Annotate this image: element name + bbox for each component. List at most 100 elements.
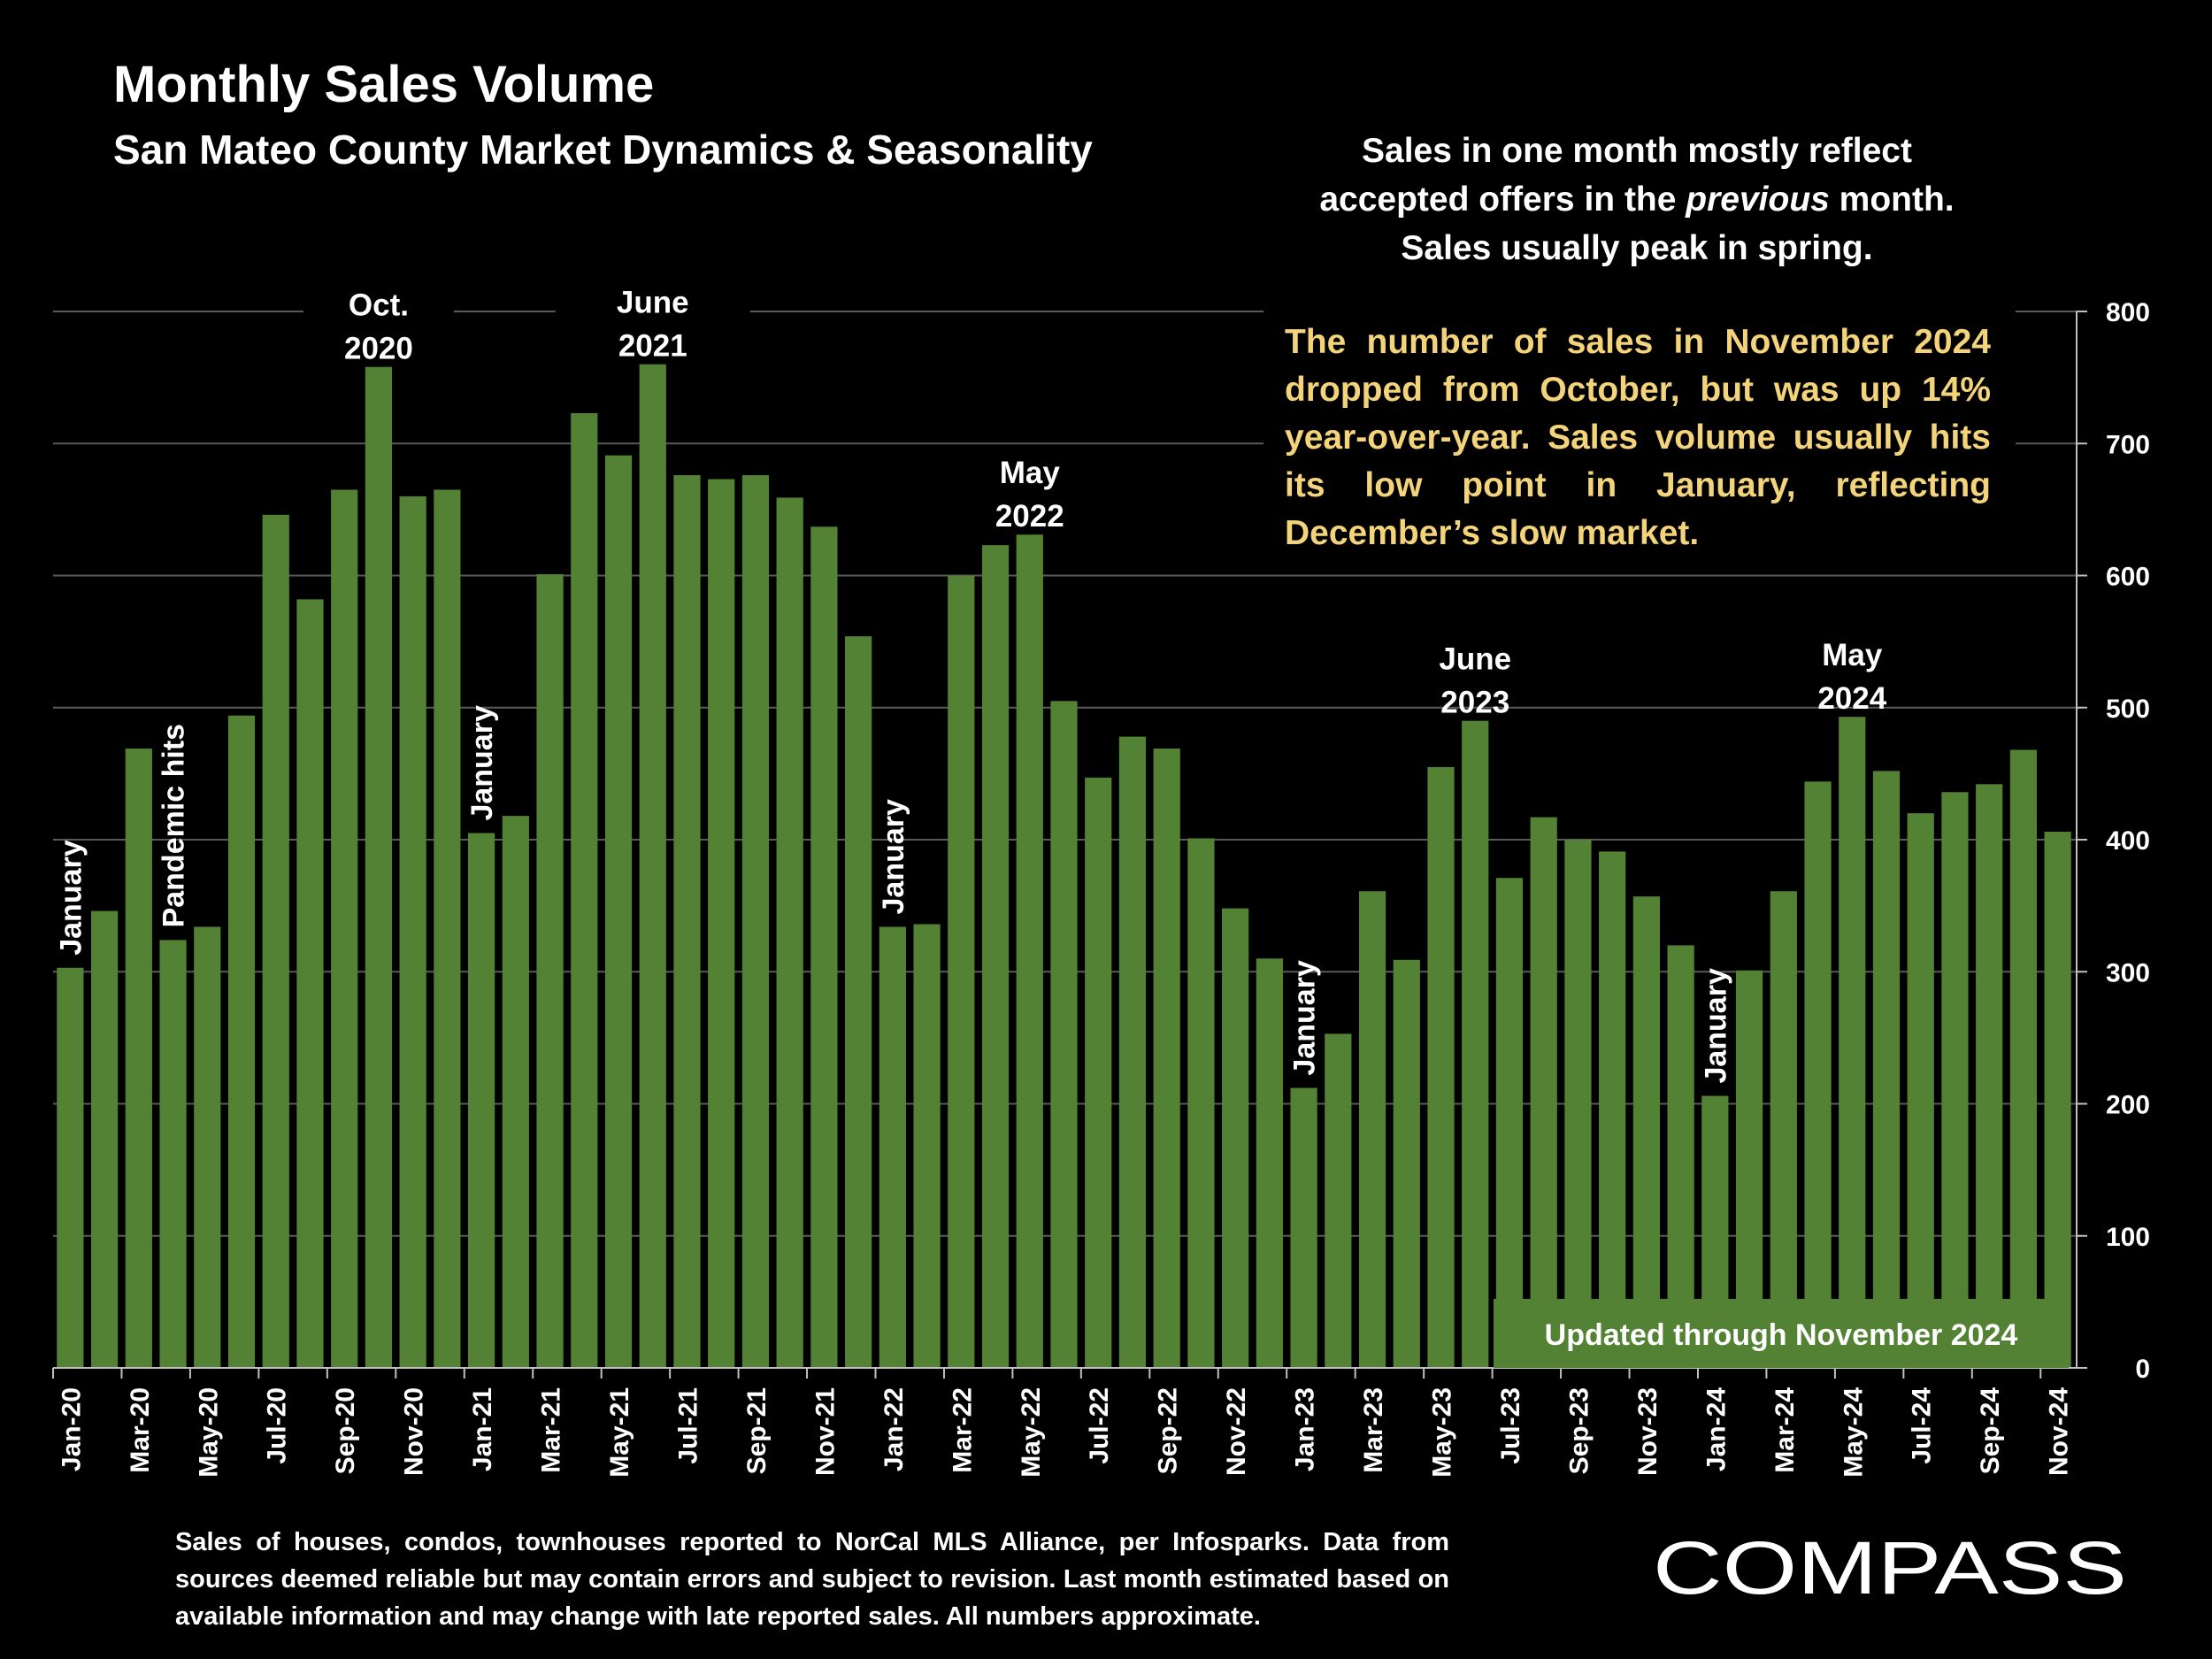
bar-May-21	[604, 455, 633, 1368]
x-tick-label: Jul-20	[263, 1387, 292, 1464]
y-tick-label: 500	[2106, 695, 2150, 724]
annotation-label: June 2021	[617, 286, 689, 364]
callout-backdrop	[1263, 301, 2016, 566]
note-line-2: accepted offers in the previous month.	[1221, 175, 2053, 224]
bar-Feb-21	[502, 816, 529, 1368]
bar-May-23	[1427, 766, 1455, 1368]
note-line-3: Sales usually peak in spring.	[1401, 229, 1873, 267]
y-tick-label: 700	[2106, 430, 2150, 459]
annotation-line: June	[1439, 642, 1511, 677]
y-tick-label: 800	[2106, 298, 2150, 327]
annotation-line: 2020	[344, 332, 413, 366]
x-tick-label: Sep-24	[1976, 1387, 2005, 1475]
x-tick-label: May-24	[1839, 1387, 1868, 1478]
y-tick-label: 0	[2135, 1355, 2150, 1384]
bar-Dec-23	[1667, 945, 1694, 1368]
bar-Dec-21	[845, 636, 872, 1368]
x-tick-label: Mar-24	[1770, 1387, 1800, 1473]
note-line-2-start: accepted offers in the	[1319, 180, 1686, 219]
note-line-2-end: month.	[1829, 180, 1955, 219]
bar-Apr-20	[159, 940, 187, 1368]
bar-Jan-20	[57, 967, 84, 1368]
x-tick-label: May-22	[1017, 1387, 1046, 1478]
market-callout: The number of sales in November 2024 dro…	[1285, 323, 1991, 552]
x-tick-label: Mar-21	[537, 1387, 566, 1473]
bar-Mar-22	[948, 575, 975, 1368]
annotation-line: 2023	[1440, 686, 1509, 720]
bar-Oct-20	[365, 366, 393, 1368]
x-tick-label: Jul-23	[1496, 1387, 1525, 1464]
bar-Sep-23	[1564, 840, 1592, 1368]
bar-May-20	[194, 926, 221, 1368]
annotation-label: January	[877, 799, 910, 914]
chart-subtitle: San Mateo County Market Dynamics & Seaso…	[113, 127, 1093, 173]
bar-Jul-20	[262, 514, 289, 1368]
bar-Oct-24	[2009, 749, 2038, 1368]
x-tick-label: May-23	[1428, 1387, 1457, 1478]
bar-Feb-20	[90, 910, 119, 1368]
x-tick-label: Sep-23	[1564, 1387, 1594, 1474]
bar-Jun-20	[227, 715, 256, 1368]
bar-Sep-22	[1153, 749, 1180, 1368]
bar-Apr-21	[571, 412, 598, 1368]
y-tick-label: 300	[2106, 958, 2150, 987]
update-badge-label: Updated through November 2024	[1545, 1318, 2018, 1352]
annotation-label: January	[1288, 960, 1322, 1075]
x-tick-label: Jul-22	[1085, 1387, 1114, 1464]
annotation-label: Pandemic hits	[157, 724, 191, 928]
bar-Aug-23	[1530, 817, 1557, 1368]
annotation-line: May	[1000, 456, 1061, 490]
bar-Apr-23	[1393, 959, 1420, 1368]
x-tick-label: Jan-23	[1291, 1387, 1320, 1471]
x-tick-label: Mar-20	[126, 1387, 155, 1473]
source-footnote: Sales of houses, condos, townhouses repo…	[175, 1528, 1449, 1631]
x-tick-label: Nov-20	[400, 1387, 429, 1476]
bar-Sep-24	[1976, 784, 2003, 1368]
bar-Jul-23	[1495, 878, 1524, 1368]
annotation-backdrop	[555, 265, 750, 327]
annotation-line: 2021	[618, 329, 687, 364]
bar-Mar-24	[1770, 891, 1797, 1368]
x-tick-label: Nov-23	[1633, 1387, 1663, 1476]
annotation-label: May 2022	[995, 456, 1064, 534]
x-tick-label: May-20	[194, 1387, 223, 1478]
bar-Mar-21	[536, 574, 564, 1368]
compass-logo: COMPASS	[1653, 1526, 2127, 1606]
bar-Nov-22	[1222, 908, 1249, 1368]
x-tick-label: Nov-21	[810, 1387, 840, 1476]
x-tick-label: Sep-20	[331, 1387, 360, 1474]
bar-Nov-24	[2044, 832, 2071, 1368]
annotation-label: January	[465, 705, 499, 820]
x-tick-label: Nov-22	[1222, 1387, 1251, 1476]
bar-May-24	[1839, 717, 1866, 1368]
x-tick-label: Jul-24	[1908, 1387, 1937, 1464]
x-tick-label: Jan-24	[1701, 1387, 1731, 1471]
bar-Jun-23	[1462, 720, 1489, 1368]
bar-Sep-21	[741, 475, 770, 1368]
annotation-label: January	[1699, 968, 1732, 1083]
x-tick-label: Jul-21	[673, 1387, 703, 1464]
x-tick-label: Mar-22	[948, 1387, 977, 1473]
bar-Jun-24	[1872, 771, 1901, 1368]
annotation-label: May 2024	[1817, 638, 1886, 716]
bar-Sep-20	[331, 489, 358, 1368]
seasonality-note: Sales in one month mostly reflect accept…	[1221, 127, 2053, 273]
bar-Feb-23	[1325, 1033, 1352, 1368]
bar-Jun-22	[1050, 701, 1078, 1368]
logo-wordmark: COMPASS	[1653, 1526, 2127, 1606]
annotation-label: January	[54, 840, 88, 955]
annotation-label: June 2023	[1439, 642, 1511, 720]
bar-Jan-23	[1290, 1087, 1317, 1368]
bar-Dec-22	[1256, 958, 1283, 1368]
bar-Apr-22	[981, 545, 1010, 1368]
annotation-backdrop	[303, 265, 454, 327]
bar-Feb-22	[913, 924, 941, 1368]
bar-Jul-24	[1907, 813, 1934, 1368]
note-line-2-emphasis: previous	[1686, 180, 1830, 219]
annotation-line: 2022	[995, 499, 1064, 534]
bar-Nov-21	[810, 526, 838, 1368]
chart-title: Monthly Sales Volume	[113, 56, 655, 113]
annotation-label: Oct. 2020	[344, 288, 413, 366]
annotation-line: May	[1822, 638, 1883, 672]
